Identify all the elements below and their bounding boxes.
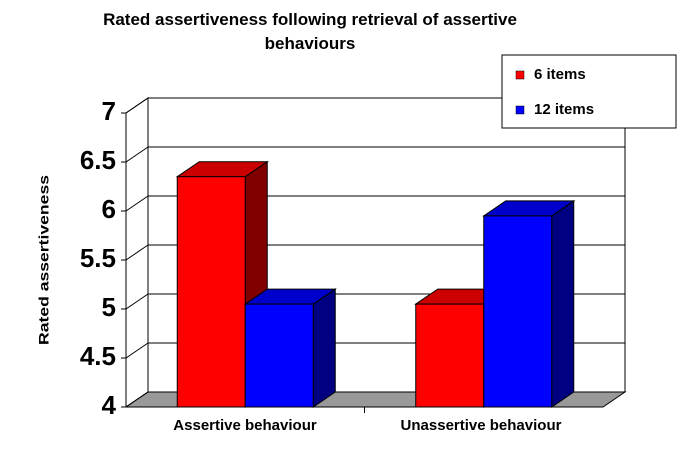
y-tick-label: 5.5 xyxy=(80,243,116,273)
grid-line xyxy=(125,342,149,359)
x-tick-label: Assertive behaviour xyxy=(173,417,317,434)
y-tick-label: 4 xyxy=(102,390,117,420)
bar xyxy=(483,215,553,408)
grid-line xyxy=(125,146,149,163)
grid-line xyxy=(125,244,149,261)
legend-swatch xyxy=(515,105,525,115)
bar-side xyxy=(312,288,336,408)
chart-title: Rated assertiveness following retrieval … xyxy=(103,10,517,53)
legend-box xyxy=(501,54,677,129)
y-tick-label: 6 xyxy=(102,194,116,224)
x-tick-label: Unassertive behaviour xyxy=(400,417,562,434)
grid-line xyxy=(125,195,149,212)
y-tick-label: 6.5 xyxy=(80,145,116,175)
grid-line xyxy=(125,97,149,114)
y-tick-label: 7 xyxy=(102,96,116,126)
bar xyxy=(176,176,246,408)
bar xyxy=(244,303,314,408)
y-tick-label: 5 xyxy=(102,292,116,322)
y-axis-label: Rated assertiveness xyxy=(36,175,52,345)
grid-line xyxy=(125,293,149,310)
grid-line xyxy=(125,391,149,408)
y-tick-label: 4.5 xyxy=(80,341,116,371)
legend-label: 6 items xyxy=(534,66,586,83)
bar-side xyxy=(551,199,575,408)
legend-label: 12 items xyxy=(534,101,594,118)
legend-swatch xyxy=(515,70,525,80)
bar xyxy=(415,303,485,408)
